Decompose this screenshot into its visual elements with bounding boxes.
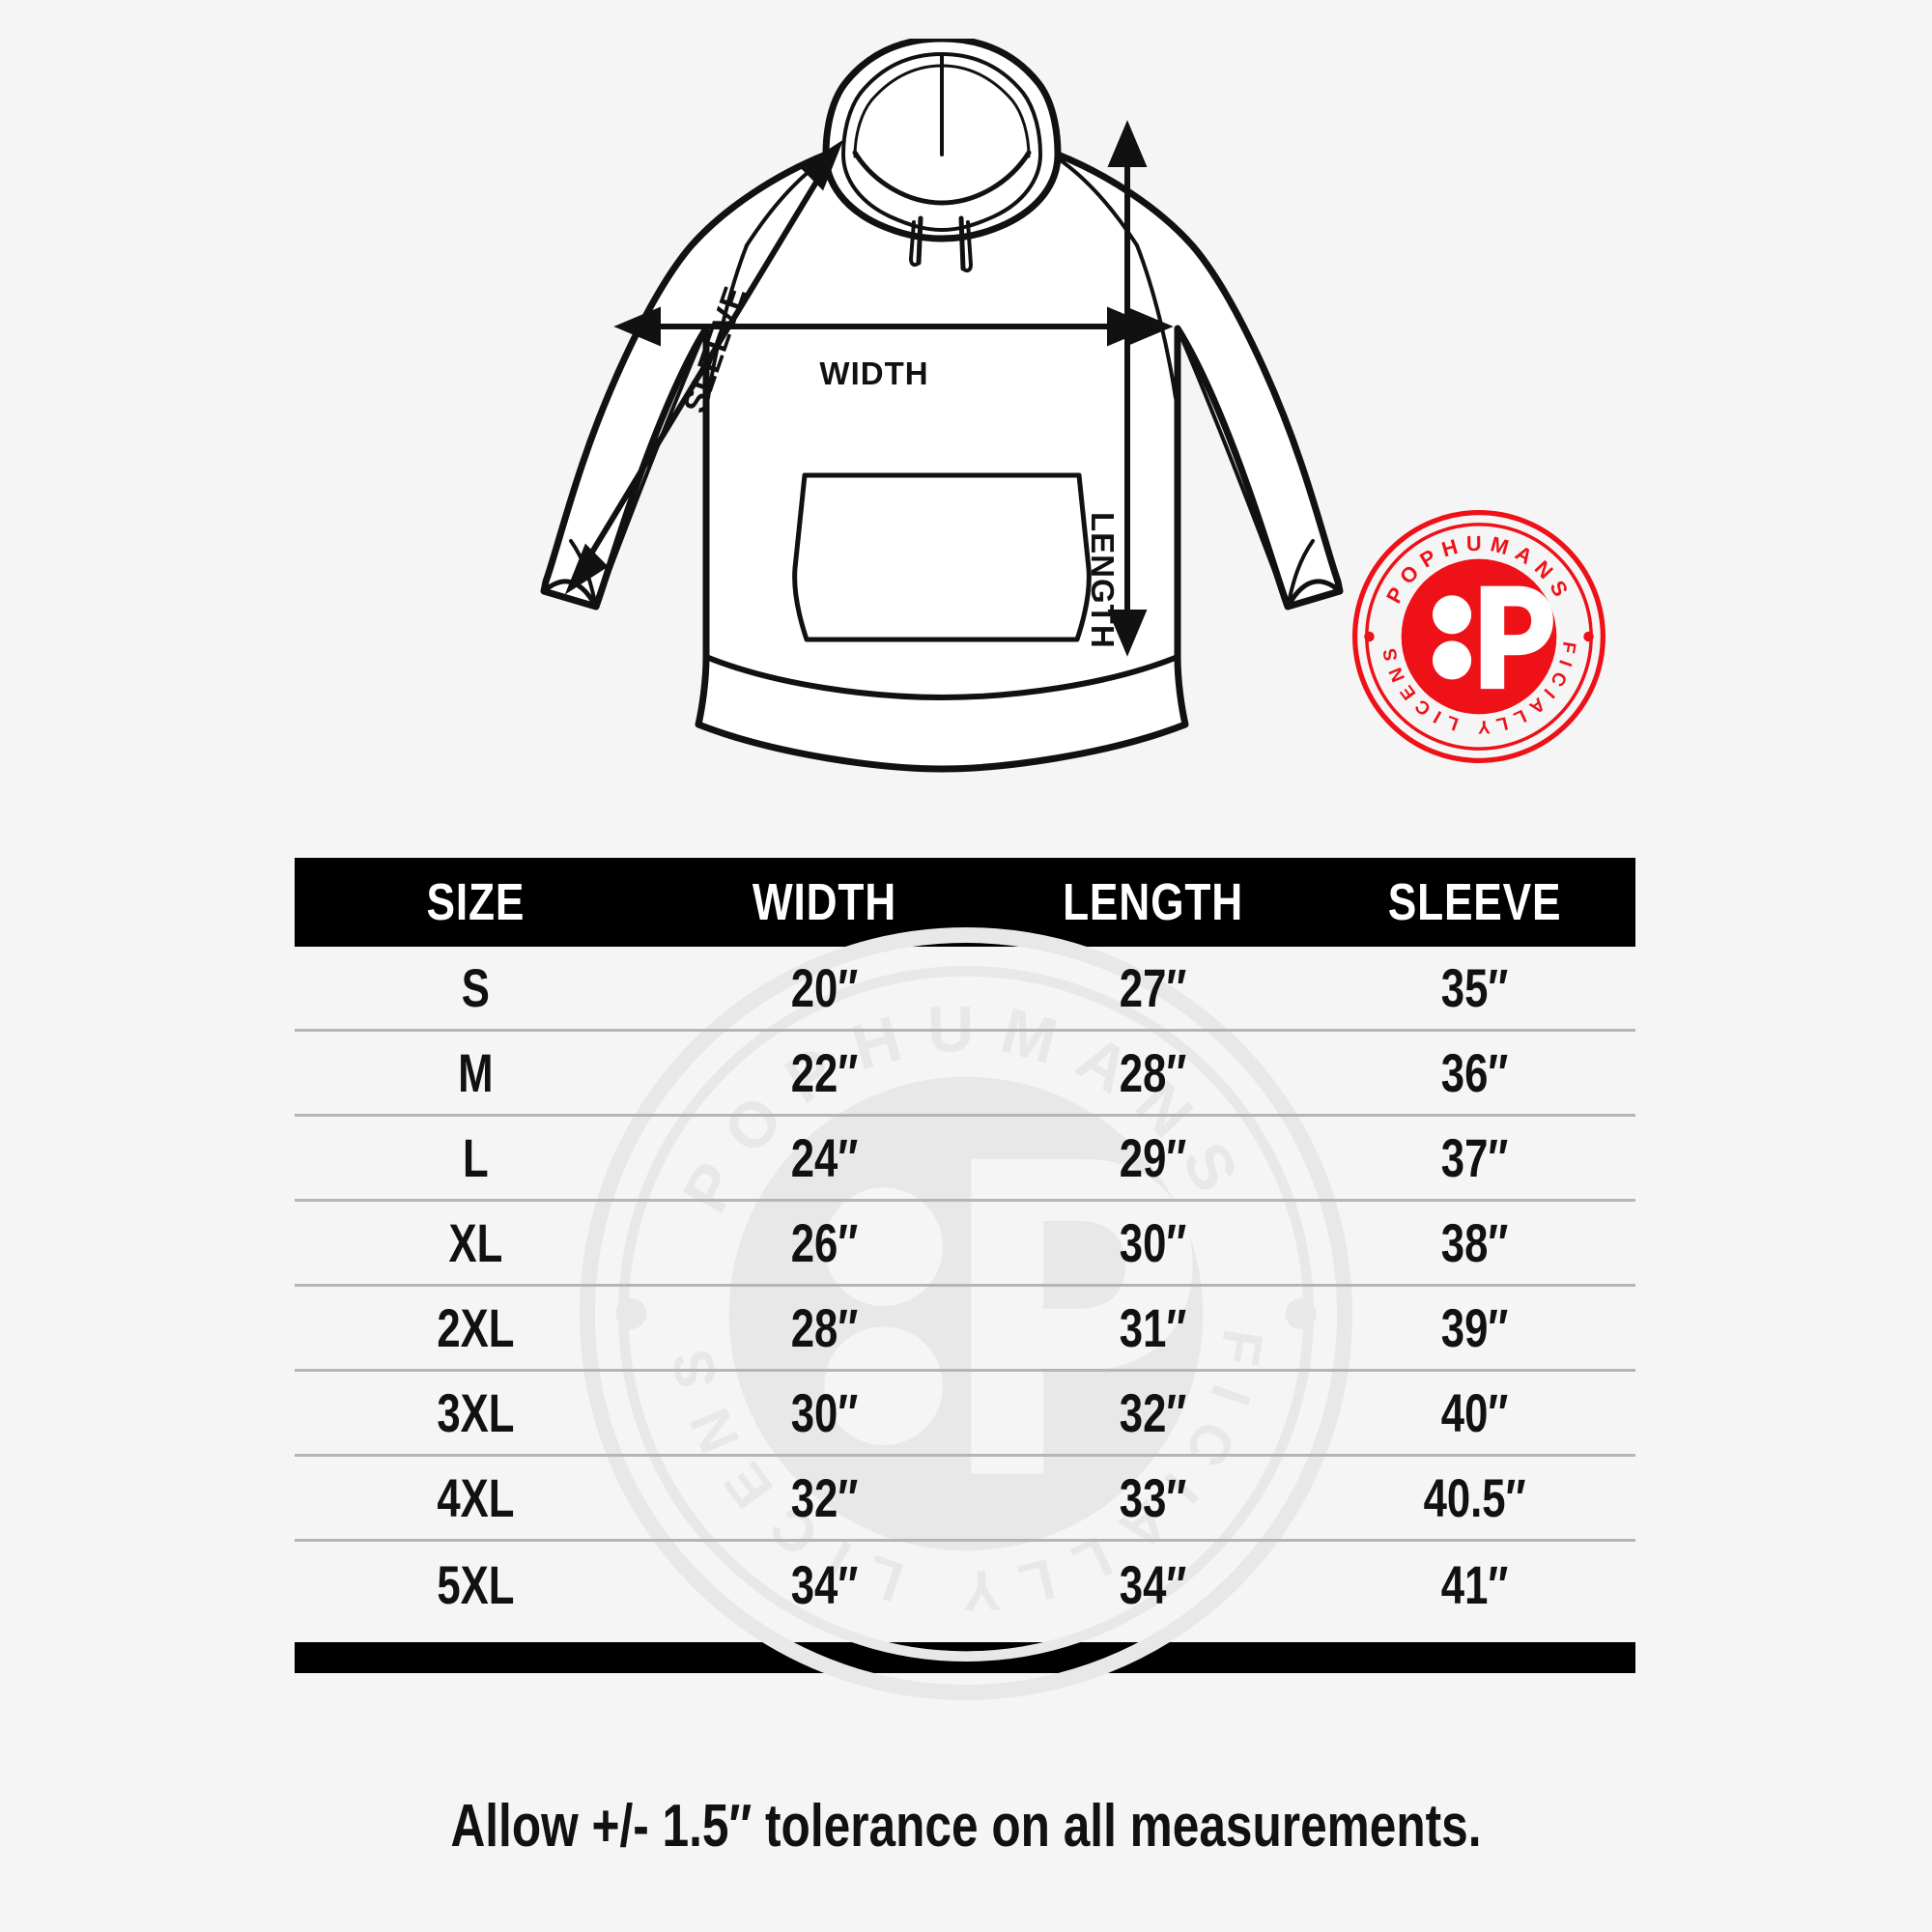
badge-outer-ring: [1352, 510, 1605, 763]
table-row: L 24″ 29″ 37″: [295, 1117, 1635, 1202]
tolerance-note: Allow +/- 1.5″ tolerance on all measurem…: [450, 1793, 1482, 1860]
cell-width: 26″: [790, 1212, 859, 1273]
cell-length: 34″: [1119, 1553, 1187, 1615]
cell-width: 30″: [790, 1382, 859, 1443]
cell-sleeve: 39″: [1440, 1297, 1509, 1358]
cell-length: 31″: [1119, 1297, 1187, 1358]
cell-sleeve: 36″: [1440, 1042, 1509, 1103]
cell-sleeve: 40″: [1440, 1382, 1509, 1443]
table-row: 2XL 28″ 31″ 39″: [295, 1287, 1635, 1372]
table-body: S 20″ 27″ 35″ M 22″ 28″ 36″ L 24″ 29″ 37…: [295, 947, 1635, 1627]
table-row: 4XL 32″ 33″ 40.5″: [295, 1457, 1635, 1542]
cell-size: XL: [448, 1212, 503, 1273]
cell-sleeve: 38″: [1440, 1212, 1509, 1273]
badge-monogram-p: [1480, 585, 1553, 690]
width-dimension-label: WIDTH: [819, 355, 929, 391]
cell-sleeve: 41″: [1440, 1553, 1509, 1615]
cell-width: 22″: [790, 1042, 859, 1103]
cell-sleeve: 40.5″: [1423, 1467, 1526, 1528]
table-row: S 20″ 27″ 35″: [295, 947, 1635, 1032]
header-cell-sleeve: SLEEVE: [1387, 873, 1562, 931]
cell-length: 30″: [1119, 1212, 1187, 1273]
cell-length: 29″: [1119, 1127, 1187, 1188]
garment-illustration: WIDTH LENGTH SLEEVE POPHUMANS OFFICIALLY…: [0, 0, 1932, 850]
cell-width: 28″: [790, 1297, 859, 1358]
cell-length: 32″: [1119, 1382, 1187, 1443]
cell-width: 32″: [790, 1467, 859, 1528]
cell-size: 5XL: [437, 1553, 515, 1615]
badge-dot-upper: [1432, 595, 1472, 635]
cell-size: L: [463, 1127, 489, 1188]
cell-length: 33″: [1119, 1467, 1187, 1528]
table-row: 5XL 34″ 34″ 41″: [295, 1542, 1635, 1627]
badge-right-dot: [1583, 631, 1594, 642]
table-row: XL 26″ 30″ 38″: [295, 1202, 1635, 1287]
table-row: M 22″ 28″ 36″: [295, 1032, 1635, 1117]
cell-size: M: [458, 1042, 494, 1103]
length-dimension-label: LENGTH: [1085, 512, 1121, 649]
table-header-row: SIZE WIDTH LENGTH SLEEVE: [295, 858, 1635, 947]
header-cell-size: SIZE: [426, 873, 526, 931]
cell-width: 34″: [790, 1553, 859, 1615]
badge-dot-lower: [1432, 640, 1472, 680]
header-cell-length: LENGTH: [1062, 873, 1243, 931]
cell-sleeve: 37″: [1440, 1127, 1509, 1188]
size-chart-table: SIZE WIDTH LENGTH SLEEVE S 20″ 27″ 35″ M…: [295, 858, 1635, 1673]
cell-length: 27″: [1119, 957, 1187, 1018]
cell-width: 20″: [790, 957, 859, 1018]
cell-width: 24″: [790, 1127, 859, 1188]
cell-sleeve: 35″: [1440, 957, 1509, 1018]
cell-size: 2XL: [437, 1297, 515, 1358]
badge-left-dot: [1364, 631, 1375, 642]
table-row: 3XL 30″ 32″ 40″: [295, 1372, 1635, 1457]
cell-size: 4XL: [437, 1467, 515, 1528]
cell-size: S: [461, 957, 490, 1018]
cell-length: 28″: [1119, 1042, 1187, 1103]
hoodie-line-drawing: [540, 39, 1344, 773]
officially-licensed-badge: POPHUMANS OFFICIALLY LICENSED: [1352, 510, 1605, 763]
table-footer-bar: [295, 1642, 1635, 1673]
header-cell-width: WIDTH: [752, 873, 896, 931]
cell-size: 3XL: [437, 1382, 515, 1443]
